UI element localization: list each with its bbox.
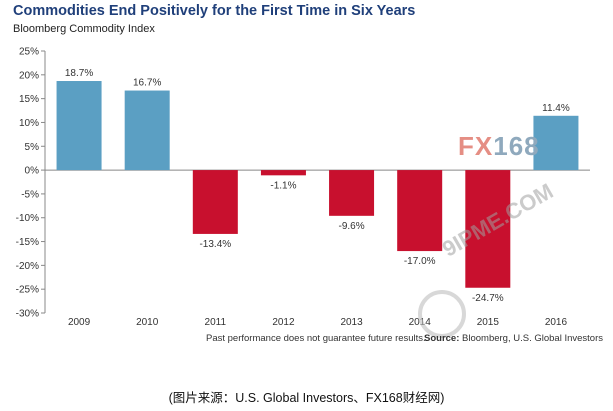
- chart-subtitle: Bloomberg Commodity Index: [13, 23, 155, 35]
- y-tick-label: 15%: [19, 94, 39, 105]
- data-label-2009: 18.7%: [65, 68, 93, 79]
- bar-2009: [56, 81, 102, 171]
- logo-fx-text: FX: [458, 131, 494, 161]
- y-tick-label: -30%: [16, 309, 39, 320]
- data-label-2013: -9.6%: [339, 221, 365, 232]
- data-label-2012: -1.1%: [270, 180, 296, 191]
- source-label: Source:: [424, 333, 460, 344]
- x-tick-label-2009: 2009: [68, 317, 91, 328]
- bar-chart: 25% 20% 15% 10% 5% 0% -5% -10% -15% -20% -25% -30% 1…: [16, 47, 590, 328]
- logo-number-text: 168: [493, 131, 540, 161]
- watermark-badge-icon: [418, 290, 466, 338]
- bar-2014: [397, 170, 443, 252]
- y-tick-label: -10%: [16, 213, 39, 224]
- x-tick-label-2015: 2015: [477, 317, 500, 328]
- x-tick-label-2012: 2012: [272, 317, 295, 328]
- bar-2010: [124, 90, 170, 171]
- fx168-logo: FX168: [458, 131, 540, 162]
- data-label-2014: -17.0%: [404, 256, 436, 267]
- x-tick-label-2011: 2011: [205, 317, 227, 328]
- y-tick-label: -15%: [16, 237, 39, 248]
- y-tick-label: 0%: [25, 166, 40, 177]
- bar-2015: [465, 170, 511, 288]
- data-label-2011: -13.4%: [199, 239, 231, 250]
- source-text: Bloomberg, U.S. Global Investors: [459, 333, 603, 344]
- bar-2011: [192, 170, 238, 234]
- x-tick-label-2013: 2013: [340, 317, 363, 328]
- data-label-2010: 16.7%: [133, 78, 161, 89]
- x-tick-label-2016: 2016: [545, 317, 568, 328]
- data-label-2016: 11.4%: [542, 103, 570, 114]
- bar-2016: [533, 115, 579, 171]
- performance-disclaimer: Past performance does not guarantee futu…: [206, 333, 426, 344]
- x-tick-label-2010: 2010: [136, 317, 159, 328]
- y-tick-label: 10%: [19, 118, 39, 129]
- y-tick-label: 20%: [19, 70, 39, 81]
- y-tick-label: -5%: [21, 189, 39, 200]
- y-tick-label: -25%: [16, 285, 39, 296]
- y-tick-label: 25%: [19, 47, 39, 58]
- source-note: Source: Bloomberg, U.S. Global Investors: [424, 333, 603, 344]
- bar-2013: [329, 170, 375, 216]
- bar-2012: [260, 170, 306, 176]
- image-caption: (图片来源：U.S. Global Investors、FX168财经网): [168, 391, 445, 405]
- data-label-2015: -24.7%: [472, 293, 504, 304]
- y-tick-label: -20%: [16, 261, 39, 272]
- y-tick-label: 5%: [25, 142, 40, 153]
- chart-title: Commodities End Positively for the First…: [13, 3, 416, 19]
